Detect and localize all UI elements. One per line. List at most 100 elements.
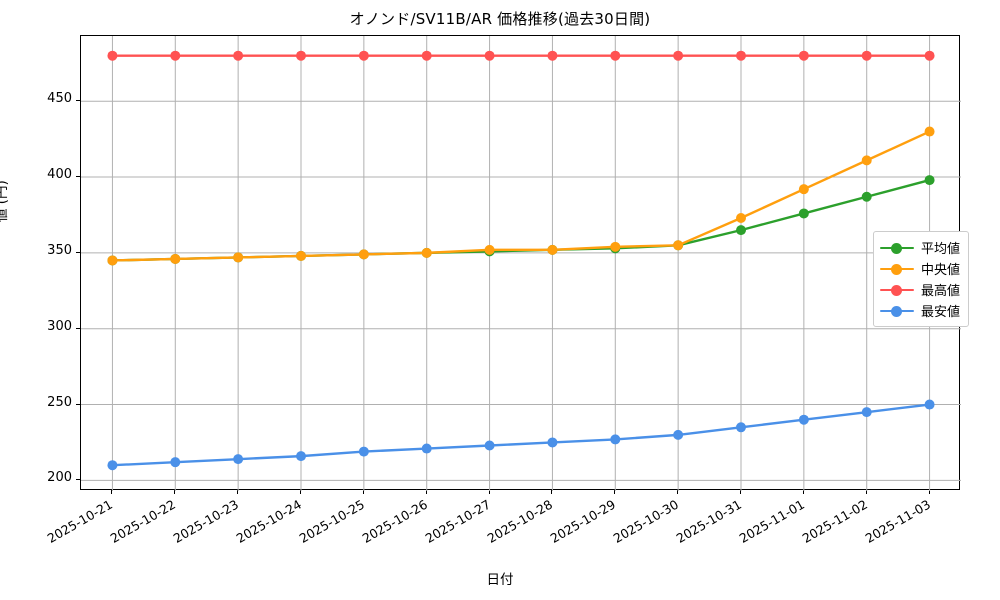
legend-item[interactable]: 最安値 xyxy=(880,300,960,321)
chart-title: オノンド/SV11B/AR 価格推移(過去30日間) xyxy=(349,10,651,28)
x-axis-tick-mark xyxy=(551,490,553,494)
x-axis-tick-label: 2025-10-21 xyxy=(45,496,116,546)
x-axis-tick-mark xyxy=(488,490,490,494)
legend-item[interactable]: 最高値 xyxy=(880,279,960,300)
data-point-marker xyxy=(736,50,746,61)
data-point-marker xyxy=(170,50,181,61)
data-point-marker xyxy=(547,244,558,255)
data-point-marker xyxy=(798,208,809,219)
data-point-marker xyxy=(610,434,621,445)
x-axis-tick-mark xyxy=(425,490,427,494)
y-axis-tick-mark xyxy=(76,251,80,253)
data-point-marker xyxy=(610,50,621,61)
data-point-marker xyxy=(421,50,432,61)
data-point-marker xyxy=(170,253,181,264)
data-point-marker xyxy=(798,50,809,61)
x-axis-tick-mark xyxy=(740,490,741,494)
data-point-marker xyxy=(170,457,181,468)
legend-label: 最高値 xyxy=(921,284,961,299)
y-axis-tick-mark xyxy=(76,176,80,178)
legend-swatch-icon xyxy=(880,283,914,297)
y-axis-tick-label: 350 xyxy=(47,242,72,258)
y-axis-tick-label: 400 xyxy=(47,167,72,183)
x-axis-tick-label: 2025-10-30 xyxy=(610,496,682,546)
data-point-marker xyxy=(421,443,432,454)
y-axis-tick-label: 300 xyxy=(47,318,72,334)
plot-svg xyxy=(81,36,961,491)
x-axis-tick-label: 2025-10-22 xyxy=(107,496,179,546)
data-point-marker xyxy=(358,446,369,457)
data-point-marker xyxy=(358,50,369,61)
data-point-marker xyxy=(296,250,306,261)
x-axis-tick-label: 2025-10-24 xyxy=(233,496,305,546)
series-line xyxy=(111,403,931,467)
data-point-marker xyxy=(924,175,935,186)
data-point-marker xyxy=(484,244,495,255)
data-point-marker xyxy=(861,407,872,418)
legend-swatch-icon xyxy=(880,262,914,276)
data-point-marker xyxy=(233,252,244,263)
x-axis-tick-label: 2025-10-27 xyxy=(422,496,493,546)
y-axis-tick-label: 200 xyxy=(47,470,72,486)
data-point-marker xyxy=(547,50,558,61)
x-axis-tick-label: 2025-11-01 xyxy=(736,496,807,546)
x-axis-tick-label: 2025-11-02 xyxy=(799,496,870,546)
x-axis-tick-label: 2025-10-26 xyxy=(359,496,430,546)
data-point-marker xyxy=(421,247,432,258)
x-axis-tick-label: 2025-10-23 xyxy=(170,496,242,546)
data-point-marker xyxy=(107,460,118,471)
legend-label: 中央値 xyxy=(921,263,961,278)
data-point-marker xyxy=(673,429,684,440)
x-axis-tick-mark xyxy=(237,490,239,494)
x-axis-tick-mark xyxy=(677,490,679,494)
x-axis-tick-label: 2025-10-28 xyxy=(485,496,556,546)
data-point-marker xyxy=(924,126,935,137)
x-axis-tick-mark xyxy=(865,490,867,494)
x-axis-tick-mark xyxy=(111,490,113,494)
data-point-marker xyxy=(610,241,621,252)
legend-swatch-icon xyxy=(880,304,914,318)
data-point-marker xyxy=(673,50,684,61)
x-axis-tick-mark xyxy=(300,490,301,494)
legend-item[interactable]: 平均値 xyxy=(880,237,960,258)
x-axis-tick-mark xyxy=(802,490,804,494)
y-axis-tick-mark xyxy=(76,327,80,329)
legend-item[interactable]: 中央値 xyxy=(880,258,960,279)
data-point-marker xyxy=(547,437,558,448)
data-point-marker xyxy=(296,451,306,462)
x-axis-tick-mark xyxy=(362,490,364,494)
legend-label: 平均値 xyxy=(921,242,961,257)
data-point-marker xyxy=(673,240,684,251)
data-point-marker xyxy=(798,414,809,425)
data-point-marker xyxy=(484,440,495,451)
data-point-marker xyxy=(736,422,746,433)
chart-legend[interactable]: 平均値中央値最高値最安値 xyxy=(873,231,970,327)
data-point-marker xyxy=(358,249,369,260)
data-point-marker xyxy=(924,50,935,61)
y-axis-tick-mark xyxy=(76,100,80,102)
y-axis-tick-label: 250 xyxy=(47,394,72,410)
y-axis-tick-mark xyxy=(76,479,80,481)
legend-label: 最安値 xyxy=(921,305,961,320)
data-point-marker xyxy=(233,50,244,61)
x-axis-tick-label: 2025-10-29 xyxy=(547,496,619,546)
plot-area xyxy=(80,35,961,491)
x-axis-tick-label: 2025-10-31 xyxy=(673,496,745,546)
series-line xyxy=(111,130,931,262)
y-axis-label: 値 (円) xyxy=(0,180,10,222)
x-axis-tick-label: 2025-11-03 xyxy=(862,496,933,546)
data-point-marker xyxy=(924,399,935,410)
x-axis-tick-mark xyxy=(614,490,616,494)
data-point-marker xyxy=(861,155,872,166)
legend-swatch-icon xyxy=(880,241,914,255)
y-axis-tick-label: 450 xyxy=(47,91,72,107)
data-point-marker xyxy=(107,50,118,61)
x-axis-label: 日付 xyxy=(486,572,514,588)
data-point-marker xyxy=(798,184,809,195)
x-axis-tick-label: 2025-10-25 xyxy=(296,496,367,546)
data-point-marker xyxy=(484,50,495,61)
data-point-marker xyxy=(296,50,306,61)
y-axis-tick-mark xyxy=(76,403,80,405)
data-point-marker xyxy=(861,191,872,202)
